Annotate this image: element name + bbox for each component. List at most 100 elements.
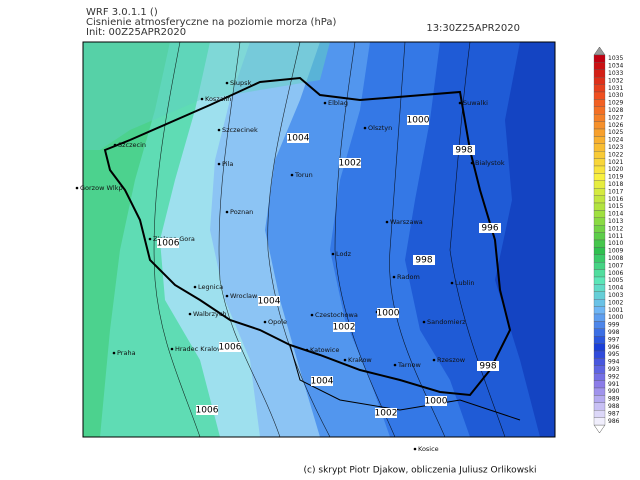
colorbar-label: 1031 (608, 85, 623, 92)
city-dot (458, 101, 462, 105)
isobar-label-box (453, 145, 475, 155)
isobar (389, 42, 446, 437)
colorbar-cell (593, 417, 606, 426)
isobar-label: 1002 (375, 409, 398, 419)
isobar (449, 42, 506, 437)
city-label: Lodz (336, 250, 352, 258)
colorbar-label: 1017 (608, 188, 623, 195)
colorbar-cell (593, 395, 606, 403)
colorbar-label: 1033 (608, 70, 623, 77)
city-dot (193, 285, 197, 289)
colorbar-label: 990 (608, 388, 620, 395)
isobar-label-box (339, 158, 361, 168)
city-label: Olsztyn (368, 124, 392, 132)
footer: (c) skrypt Piotr Djakow, obliczenia Juli… (304, 466, 537, 476)
city-dot (225, 294, 229, 298)
isobar-label: 1000 (407, 116, 430, 126)
colorbar-cell (593, 128, 606, 137)
city-dot (363, 126, 367, 130)
city-dot (470, 161, 474, 165)
colorbar-cell (593, 62, 606, 70)
colorbar-cell (593, 165, 606, 174)
colorbar-cell (593, 195, 606, 204)
city-dot (331, 252, 335, 256)
isobar-label-box (479, 223, 501, 233)
colorbar-cell (593, 343, 606, 352)
city-label: Bialystok (475, 159, 505, 167)
city-dot (188, 312, 192, 316)
colorbar-cell (593, 173, 606, 181)
city-dot (170, 347, 174, 351)
colorbar-label: 1025 (608, 129, 623, 136)
city-dot (310, 313, 314, 317)
map-title: Cisnienie atmosferyczne na poziomie morz… (86, 17, 337, 28)
isobar-label-box (196, 405, 218, 415)
city-label: Warszawa (390, 218, 423, 226)
city-label: Suwalki (463, 99, 488, 107)
isobar-label: 1000 (425, 397, 448, 407)
colorbar-label: 989 (608, 396, 620, 403)
city-dot (148, 237, 152, 241)
city-dot (323, 101, 327, 105)
colorbar-cell (593, 91, 606, 100)
colorbar-cell (593, 151, 606, 159)
isobar (153, 42, 201, 437)
city-label: Sandomierz (427, 318, 466, 326)
isobar-label: 998 (415, 256, 432, 266)
colorbar-label: 1026 (608, 122, 623, 129)
city-label: Tarnow (397, 361, 422, 369)
colorbar-cell (593, 247, 606, 255)
colorbar-label: 997 (608, 336, 620, 343)
colorbar-cell (593, 54, 606, 63)
colorbar-cell (593, 210, 606, 218)
colorbar-label: 1018 (608, 181, 623, 188)
sea (83, 42, 330, 150)
colorbar-label: 1022 (608, 151, 623, 158)
city-label: Opole (268, 318, 287, 326)
colorbar-cell (593, 313, 606, 322)
colorbar-cell (593, 158, 606, 167)
isobar-label: 1004 (311, 377, 334, 387)
isobar-label-box (377, 308, 399, 318)
city-label: Szczecin (118, 141, 146, 149)
colorbar-label: 1007 (608, 262, 623, 269)
city-dot (432, 358, 436, 362)
city-label: Lublin (455, 279, 474, 287)
city-label: Praha (117, 349, 136, 357)
city-dot (392, 275, 396, 279)
city-dot (450, 281, 454, 285)
colorbar-cell (593, 99, 606, 107)
isobar-label: 998 (455, 146, 472, 156)
colorbar-label: 1010 (608, 240, 623, 247)
colorbar-cell (593, 373, 606, 381)
colorbar-label: 1002 (608, 299, 623, 306)
map-frame (82, 41, 556, 438)
isobar-label-box (219, 342, 241, 352)
isobar-label: 996 (481, 224, 498, 234)
colorbar-cell (593, 106, 606, 115)
colorbar-cell (593, 276, 606, 285)
init-time: Init: 00Z25APR2020 (86, 27, 186, 38)
city-label: Koszalin (205, 95, 231, 103)
colorbar-label: 999 (608, 322, 620, 329)
colorbar-label: 1001 (608, 307, 623, 314)
colorbar-cell (593, 328, 606, 337)
city-dot (217, 128, 221, 132)
colorbar-cell (593, 136, 606, 144)
colorbar-label: 994 (608, 359, 620, 366)
colorbar-label: 992 (608, 373, 620, 380)
isobar-label-box (407, 115, 429, 125)
isobar-label-box (311, 376, 333, 386)
border (103, 76, 512, 397)
colorbar-label: 1012 (608, 225, 623, 232)
city-label: Elblag (328, 99, 348, 107)
colorbar-label: 1024 (608, 137, 623, 144)
colorbar-label: 1004 (608, 285, 623, 292)
colorbar-cell (593, 365, 606, 374)
colorbar-label: 1011 (608, 233, 623, 240)
colorbar-cell (593, 284, 606, 292)
isobar (334, 42, 396, 437)
city-dot (393, 363, 397, 367)
isobar-label: 1002 (333, 323, 356, 333)
city-dot (200, 97, 204, 101)
